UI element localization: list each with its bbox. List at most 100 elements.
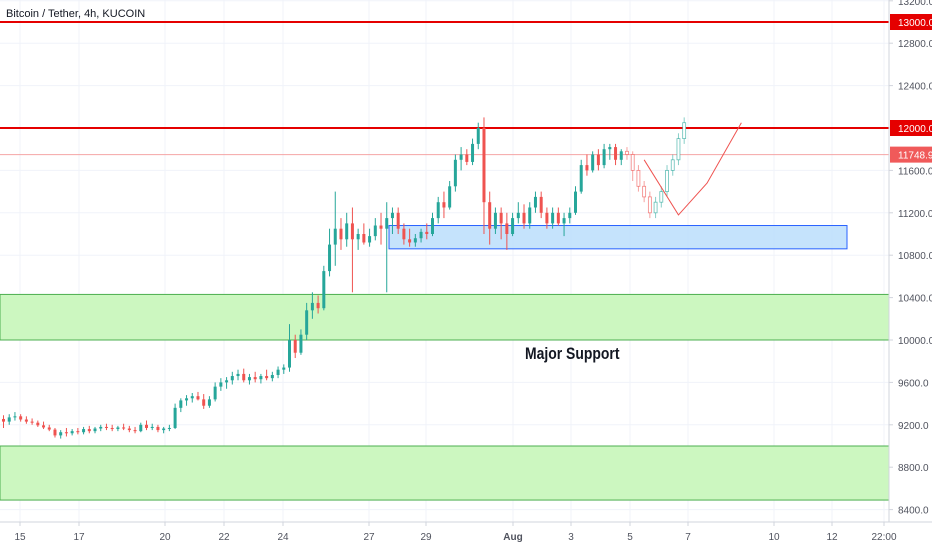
candle — [270, 371, 274, 382]
candle-body — [150, 426, 154, 428]
time-axis-tick-label: 15 — [14, 532, 26, 543]
candle-body — [42, 425, 46, 428]
candle-body — [305, 310, 309, 335]
candle-body — [93, 428, 97, 432]
candle — [465, 149, 469, 166]
candle — [288, 324, 291, 372]
candle-body — [127, 428, 131, 431]
candle — [448, 181, 452, 210]
candle-body — [133, 430, 137, 432]
candle — [379, 212, 383, 245]
time-axis-tick-label: 29 — [420, 532, 432, 543]
candle-body — [682, 122, 687, 139]
candle-body — [408, 239, 412, 243]
candle-body — [676, 138, 681, 161]
candle-body — [499, 212, 503, 224]
candle-body — [670, 159, 675, 171]
candle — [293, 334, 297, 359]
price-label-text: 11748.9 — [898, 151, 932, 162]
time-axis-tick-label: 10 — [768, 532, 780, 543]
candle-body — [574, 191, 577, 213]
candle — [30, 418, 34, 425]
candle — [522, 204, 526, 229]
candle — [636, 165, 641, 192]
candle — [36, 420, 40, 427]
time-axis-tick-label: 24 — [277, 532, 289, 543]
candle-body — [259, 376, 263, 380]
candle — [659, 186, 664, 208]
candle-body — [591, 154, 595, 171]
candle-body — [442, 202, 446, 208]
candle — [676, 133, 681, 166]
candle-body — [225, 380, 229, 383]
horizontal-lines — [0, 21, 889, 156]
candle — [591, 151, 595, 173]
candle — [265, 369, 269, 381]
candle-body — [110, 427, 114, 430]
candle-body — [350, 223, 354, 240]
candle-body — [551, 212, 555, 224]
price-axis-tick-label: 9600.0 — [898, 378, 929, 389]
candle — [2, 415, 5, 428]
candle — [236, 369, 240, 381]
candle — [310, 292, 314, 319]
price-axis-tick-label: 8400.0 — [898, 506, 929, 517]
candle — [179, 398, 183, 413]
candle — [647, 191, 652, 219]
candle-body — [493, 212, 497, 229]
candle — [459, 147, 463, 171]
candle-body — [230, 376, 234, 381]
candle-body — [162, 428, 166, 431]
price-label-background — [890, 146, 932, 163]
candle — [413, 234, 417, 247]
candle-body — [659, 191, 664, 203]
candle — [19, 414, 23, 422]
candle-body — [533, 196, 537, 208]
candle-body — [373, 225, 377, 237]
candle-body — [64, 432, 68, 434]
price-axis-tick-label: 10400.0 — [898, 294, 932, 305]
price-label-text: 12000.0 — [898, 124, 932, 135]
candle-body — [402, 228, 406, 240]
candle — [99, 424, 103, 432]
candle-body — [167, 427, 171, 429]
candle — [471, 138, 475, 166]
candle — [87, 425, 91, 434]
candle — [579, 159, 583, 194]
candle-body — [213, 386, 217, 400]
candle — [488, 191, 492, 245]
time-axis-tick-label: 12 — [826, 532, 838, 543]
time-axis-tick-label: 27 — [363, 532, 375, 543]
candle-body — [579, 165, 583, 192]
candle — [402, 223, 406, 245]
candle — [653, 196, 658, 219]
candle — [24, 416, 28, 424]
candle-body — [396, 212, 400, 229]
candle-body — [596, 154, 600, 166]
time-axis-background — [0, 522, 932, 550]
candle-body — [619, 151, 623, 160]
candle-body — [293, 340, 297, 353]
candle — [173, 403, 177, 430]
candle — [431, 212, 434, 237]
price-axis: 13200.0 12800.0 12400.0 12000.0 11600.0 11200… — [888, 0, 932, 550]
candle-body — [265, 376, 269, 379]
candle — [614, 143, 618, 166]
candle-body — [59, 432, 63, 436]
candle — [104, 423, 108, 431]
candle-body — [179, 400, 183, 408]
candle-body — [585, 165, 589, 171]
candle-body — [482, 128, 486, 203]
candle-body — [19, 416, 23, 420]
candle-body — [647, 196, 652, 214]
candle — [333, 191, 337, 266]
candle-body — [362, 234, 366, 243]
candle-body — [339, 228, 343, 240]
candle-body — [413, 238, 417, 243]
candle-body — [185, 398, 189, 401]
candle-body — [99, 426, 103, 429]
price-axis-background — [889, 0, 932, 550]
candle-body — [242, 373, 246, 381]
